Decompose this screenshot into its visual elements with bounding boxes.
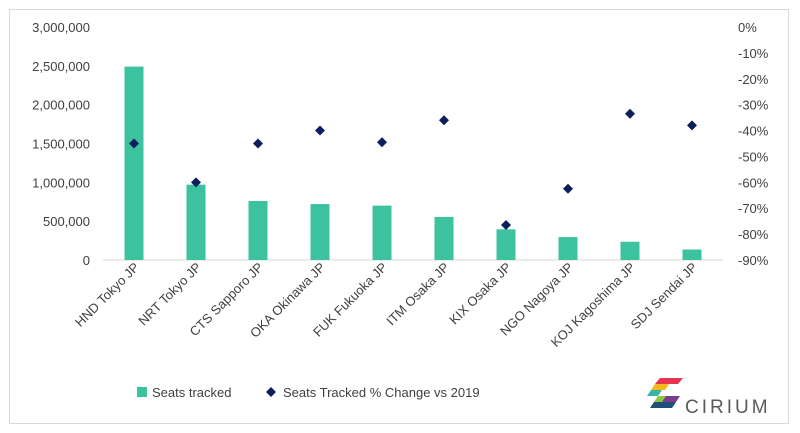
marker-point [129, 138, 139, 149]
marker-point [439, 115, 449, 126]
category-label: SDJ Sendai JP [628, 260, 700, 332]
left-axis-ticks: 0 500,000 1,000,000 1,500,000 2,000,000 2,500… [32, 20, 90, 268]
right-axis-ticks: 0% -10% -20% -30% -40% -50% -60% -70% -80% -90% [738, 20, 769, 268]
category-label: ITM Osaka JP [383, 260, 452, 329]
bar [248, 200, 268, 260]
category-label: KIX Osaka JP [446, 260, 514, 328]
category-label: NRT Tokyo JP [135, 260, 204, 329]
legend-marker-swatch [266, 387, 276, 397]
marker-point [377, 137, 387, 148]
bar [372, 205, 392, 260]
bar [558, 237, 578, 260]
left-tick-label: 0 [83, 253, 90, 268]
bar [496, 229, 516, 260]
right-tick-label: -80% [738, 227, 769, 242]
bar [310, 204, 330, 260]
marker-point [687, 120, 697, 131]
marker-point [315, 125, 325, 136]
right-tick-label: -50% [738, 149, 769, 164]
left-tick-label: 2,500,000 [32, 59, 90, 74]
marker-point [563, 183, 573, 194]
right-tick-label: 0% [738, 20, 757, 35]
cirium-logo-mark [647, 378, 683, 408]
left-tick-label: 3,000,000 [32, 20, 90, 35]
marker-point [501, 220, 511, 231]
category-label: HND Tokyo JP [72, 260, 142, 330]
left-tick-label: 500,000 [43, 214, 90, 229]
bar [186, 184, 206, 260]
legend: Seats tracked Seats Tracked % Change vs … [137, 385, 480, 400]
marker-series [129, 108, 697, 231]
bar-series [124, 66, 702, 260]
marker-point [191, 177, 201, 188]
left-tick-label: 1,000,000 [32, 175, 90, 190]
cirium-logo: CIRIUM [647, 378, 771, 418]
right-tick-label: -60% [738, 175, 769, 190]
left-tick-label: 1,500,000 [32, 137, 90, 152]
cirium-wordmark: CIRIUM [685, 397, 771, 418]
right-tick-label: -20% [738, 72, 769, 87]
bar [434, 216, 454, 260]
legend-bar-label: Seats tracked [152, 385, 232, 400]
right-tick-label: -10% [738, 46, 769, 61]
right-tick-label: -70% [738, 201, 769, 216]
legend-marker-label: Seats Tracked % Change vs 2019 [283, 385, 480, 400]
right-tick-label: -30% [738, 98, 769, 113]
bar [620, 241, 640, 260]
marker-point [253, 138, 263, 149]
left-tick-label: 2,000,000 [32, 98, 90, 113]
marker-point [625, 108, 635, 119]
right-tick-label: -90% [738, 253, 769, 268]
bar [124, 66, 144, 260]
right-tick-label: -40% [738, 124, 769, 139]
legend-bar-swatch [137, 387, 147, 397]
bar [682, 249, 702, 260]
